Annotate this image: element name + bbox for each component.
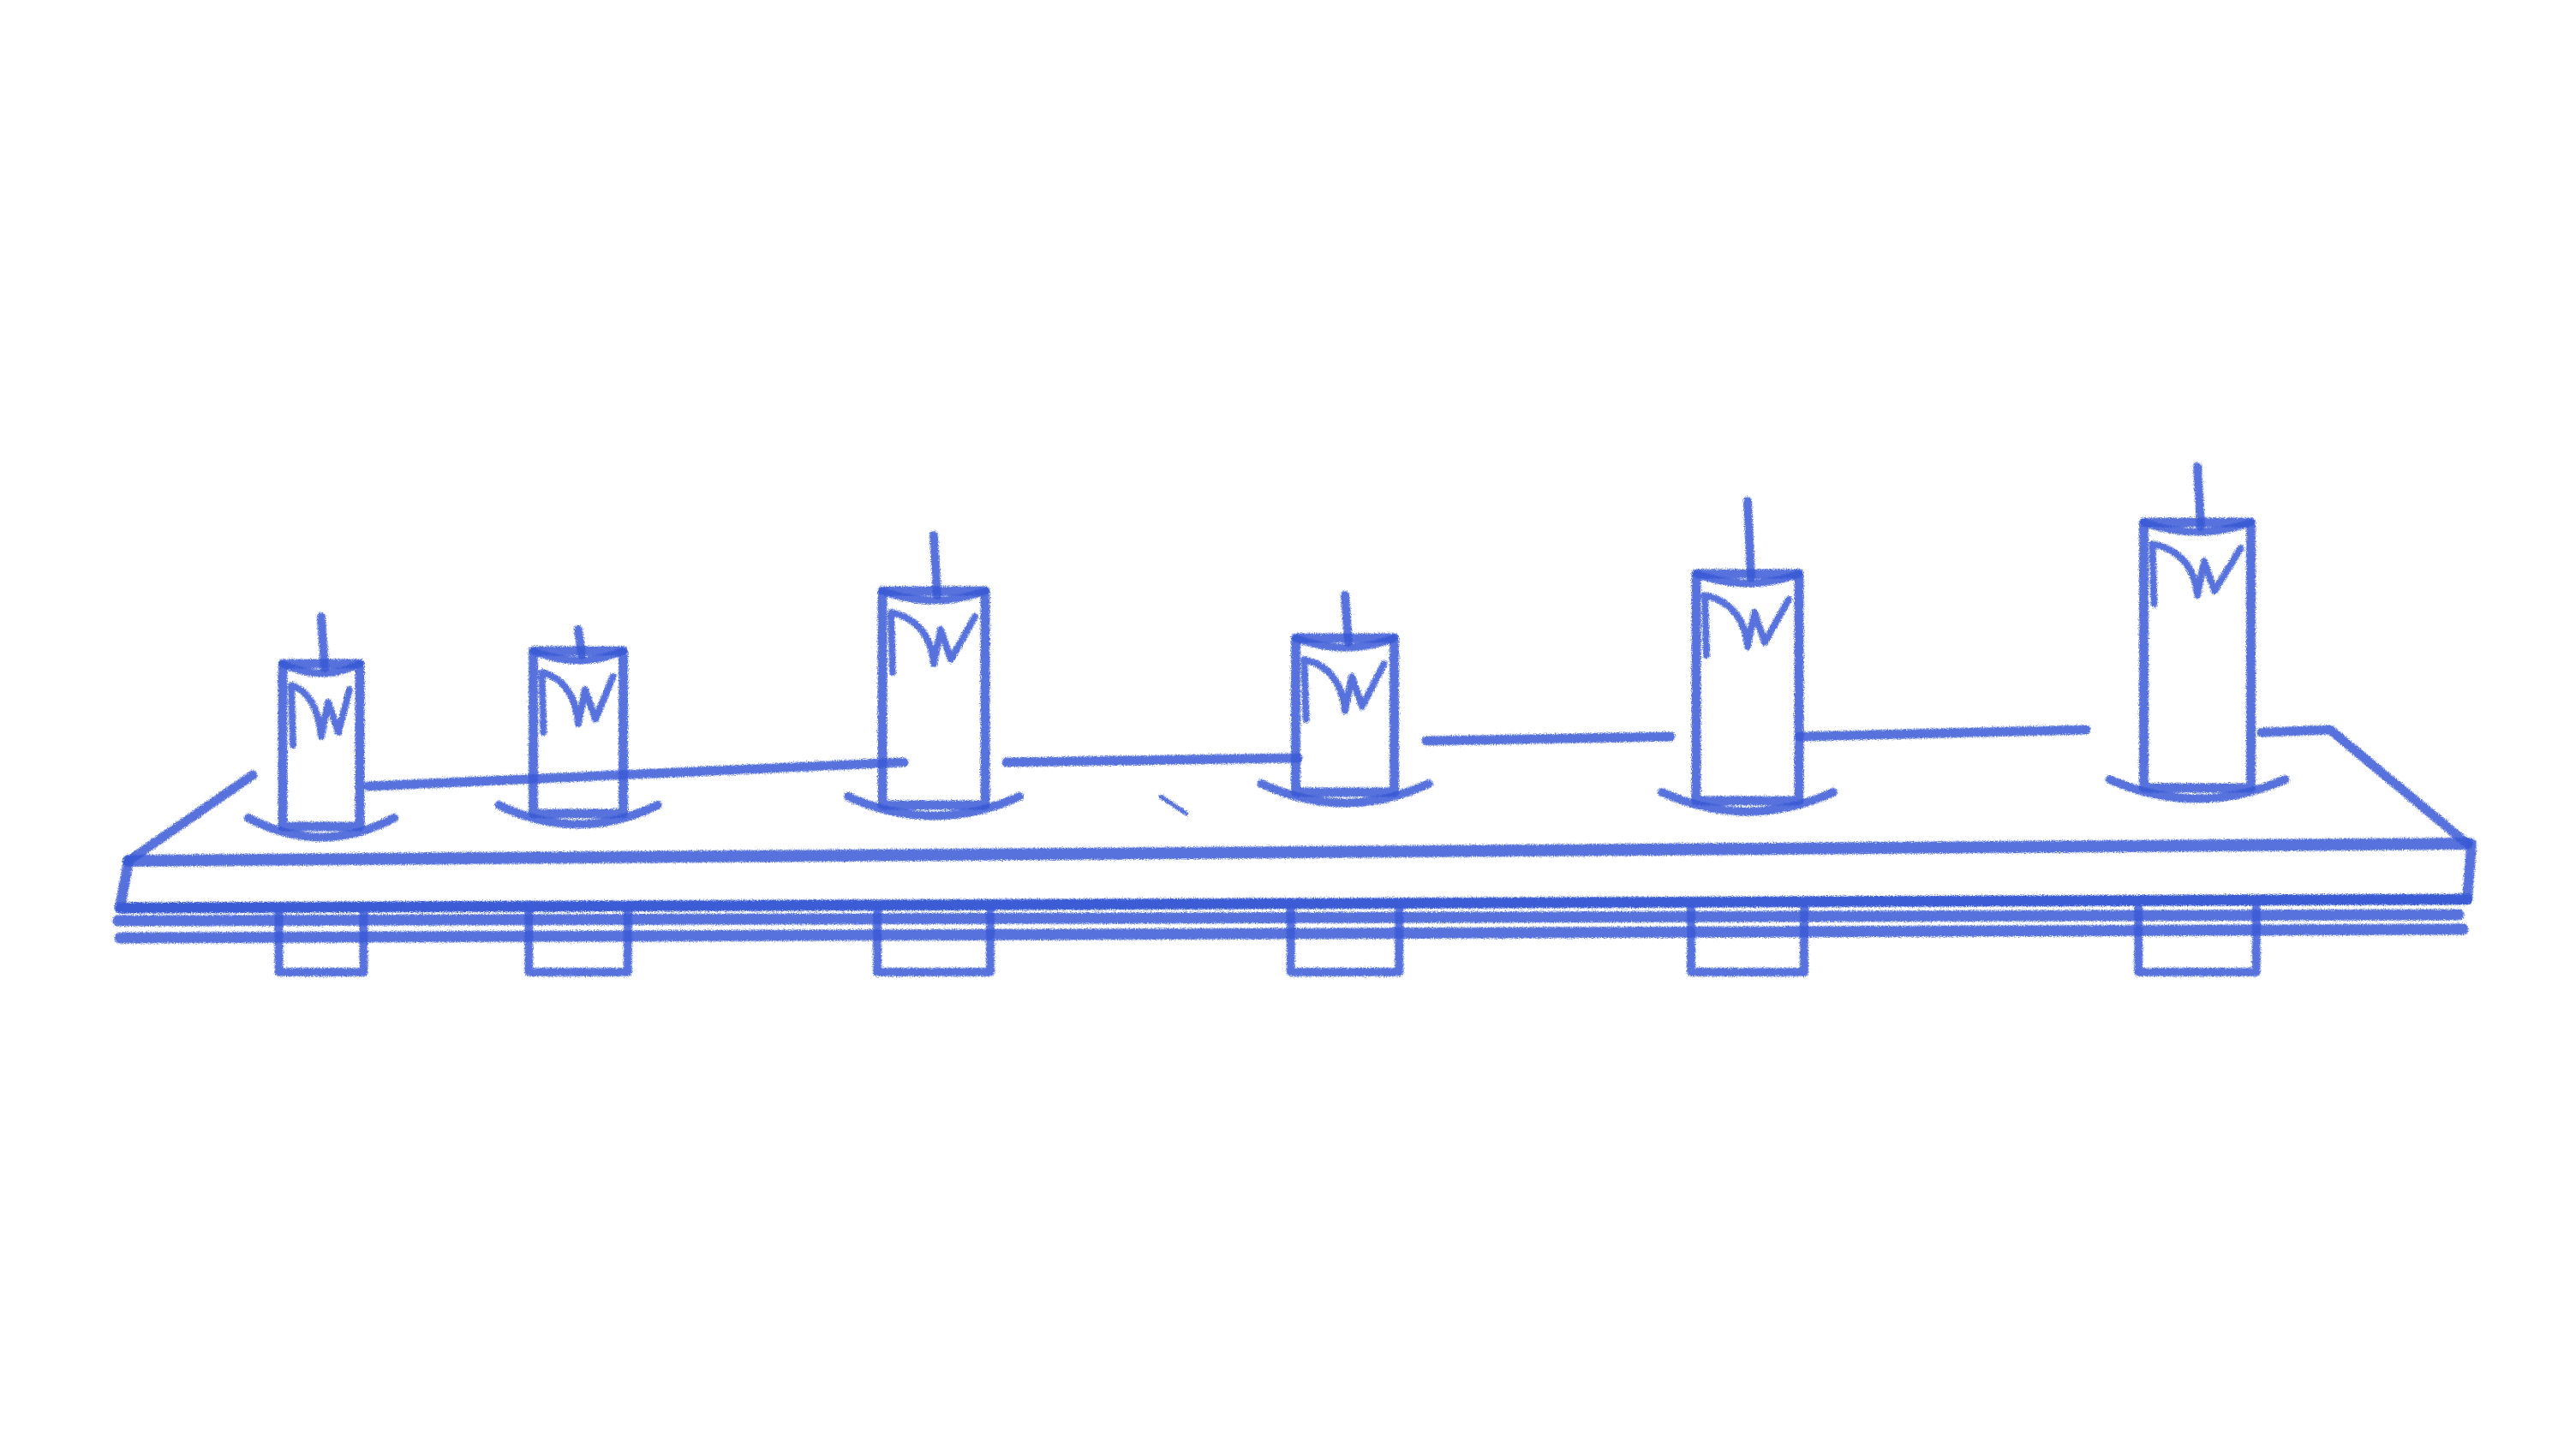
candle-peg (524, 904, 632, 976)
candle-saucer (844, 792, 1024, 820)
candle-2 (494, 625, 662, 976)
candle-wick (1341, 591, 1353, 647)
candle-body (529, 646, 628, 819)
candle-wick (2193, 462, 2205, 531)
candle-top-rim (878, 587, 989, 605)
candle-peg (873, 904, 995, 976)
candle-top-rim (1692, 570, 1803, 588)
wax-drips (888, 609, 978, 676)
wax-drips (288, 682, 353, 749)
candle-peg (274, 904, 368, 976)
candle-4 (1257, 591, 1433, 976)
candle-body (278, 659, 365, 832)
candle-3 (844, 531, 1024, 976)
candle-6 (2105, 462, 2290, 976)
candle-wick (317, 612, 329, 672)
candle-saucer (2105, 775, 2290, 803)
candle-peg (2134, 904, 2261, 976)
candle-top-rim (529, 647, 627, 665)
candle-peg (1286, 904, 1404, 976)
candle-top-rim (2140, 518, 2255, 536)
candle-wick (574, 625, 586, 659)
candle-top-rim (1292, 634, 1398, 652)
wax-drips (538, 669, 617, 736)
candle-top-rim (278, 659, 364, 677)
wax-drips (2149, 540, 2244, 607)
shelf-back-edge (123, 725, 2472, 866)
candle-wick (929, 531, 941, 600)
candle-saucer (1257, 779, 1433, 808)
candle-1 (244, 612, 398, 976)
candles-group (244, 462, 2290, 976)
candle-peg (1687, 904, 1808, 976)
wax-drips (1300, 656, 1388, 723)
candle-saucer (494, 801, 662, 829)
candle-wick (1743, 497, 1755, 582)
wax-drips (1701, 592, 1792, 659)
candle-saucer (1658, 788, 1838, 816)
candle-saucer (244, 814, 398, 842)
shelf-scratch (1158, 794, 1189, 816)
candle-5 (1658, 497, 1838, 976)
shelf-front-top-edge (123, 838, 2473, 867)
